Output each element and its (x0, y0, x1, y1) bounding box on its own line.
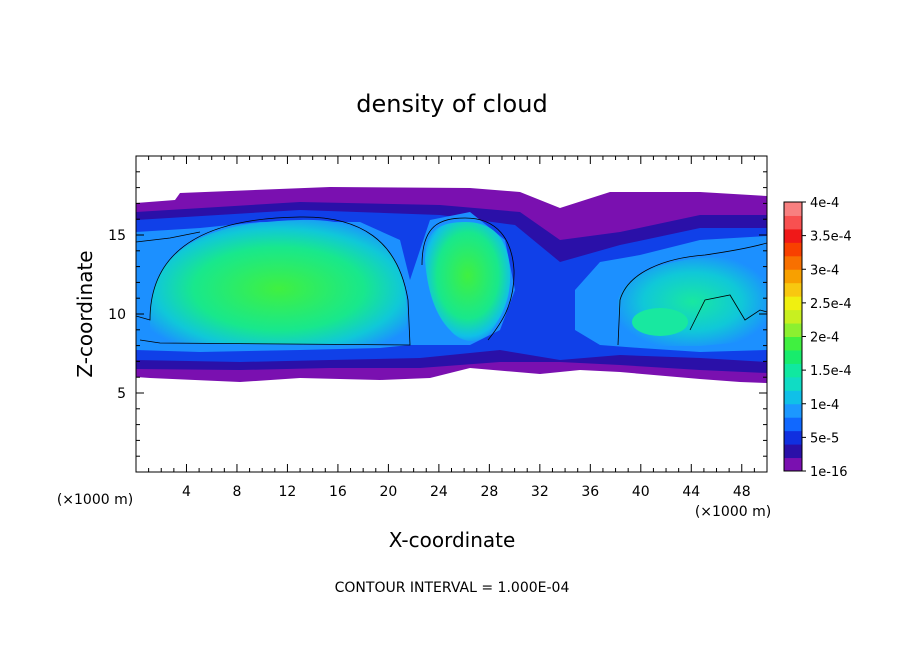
colorbar-swatch (784, 242, 802, 257)
chart-title: density of cloud (356, 90, 547, 118)
colorbar-label: 2.5e-4 (810, 297, 852, 312)
colorbar-swatch (784, 336, 802, 351)
central-cell-core (425, 222, 511, 342)
colorbar-swatch (784, 202, 802, 216)
colorbar-swatch (784, 390, 802, 405)
colorbar-swatch (784, 296, 802, 311)
x-tick-label: 44 (682, 484, 700, 500)
x-tick-label: 20 (379, 484, 397, 500)
eastern-cell-patch (632, 308, 688, 336)
x-axis-label: X-coordinate (389, 528, 516, 552)
cloud-field (136, 187, 767, 383)
colorbar-label: 3.5e-4 (810, 230, 852, 245)
colorbar-swatch (784, 309, 802, 324)
colorbar-swatch (784, 255, 802, 270)
x-tick-label: 4 (182, 484, 191, 500)
footer-contour-interval: CONTOUR INTERVAL = 1.000E-04 (335, 580, 570, 596)
colorbar-swatch (784, 430, 802, 445)
colorbar-swatch (784, 457, 802, 472)
colorbar-label: 5e-5 (810, 431, 839, 446)
colorbar-swatch (784, 376, 802, 391)
x-tick-label: 16 (329, 484, 347, 500)
colorbar-label: 1e-4 (810, 398, 839, 413)
y-tick-label: 15 (108, 228, 126, 244)
colorbar-swatch (784, 323, 802, 337)
colorbar-swatch (784, 349, 802, 364)
colorbar-label: 1.5e-4 (810, 364, 852, 379)
contour-line-central (421, 217, 515, 341)
colorbar-label: 3e-4 (810, 263, 839, 278)
x-tick-label: 48 (733, 484, 751, 500)
colorbar-swatch (784, 269, 802, 284)
colorbar-swatch (784, 363, 802, 378)
x-unit-left: (×1000 m) (57, 492, 133, 508)
x-tick-label: 8 (232, 484, 241, 500)
colorbar: 1e-16 5e-5 1e-4 1.5e-4 2e-4 2.5e-4 3e-4 3.5e-4 4… (783, 196, 852, 480)
x-tick-label: 28 (480, 484, 498, 500)
x-tick-label: 12 (279, 484, 297, 500)
x-unit-right: (×1000 m) (695, 504, 771, 520)
x-tick-label: 36 (581, 484, 599, 500)
y-axis-label: Z-coordinate (73, 250, 97, 377)
colorbar-swatch (784, 215, 802, 230)
x-tick-label: 32 (531, 484, 549, 500)
colorbar-label: 4e-4 (810, 196, 839, 211)
main-cell-core (150, 219, 408, 345)
contour-line-upper-left (136, 231, 201, 243)
x-tick-label: 24 (430, 484, 448, 500)
colorbar-swatch (784, 403, 802, 418)
colorbar-swatch (784, 444, 802, 459)
contour-line-eastern-2 (689, 294, 767, 331)
colorbar-label: 1e-16 (810, 465, 848, 480)
colorbar-label: 2e-4 (810, 331, 839, 346)
colorbar-swatch (784, 228, 802, 243)
y-tick-label: 10 (108, 307, 126, 323)
contour-line-main (136, 216, 411, 346)
colorbar-swatch (784, 417, 802, 432)
x-tick-label: 40 (632, 484, 650, 500)
colorbar-swatch (784, 282, 802, 297)
y-tick-label: 5 (117, 386, 126, 402)
contour-line-eastern (617, 242, 767, 346)
